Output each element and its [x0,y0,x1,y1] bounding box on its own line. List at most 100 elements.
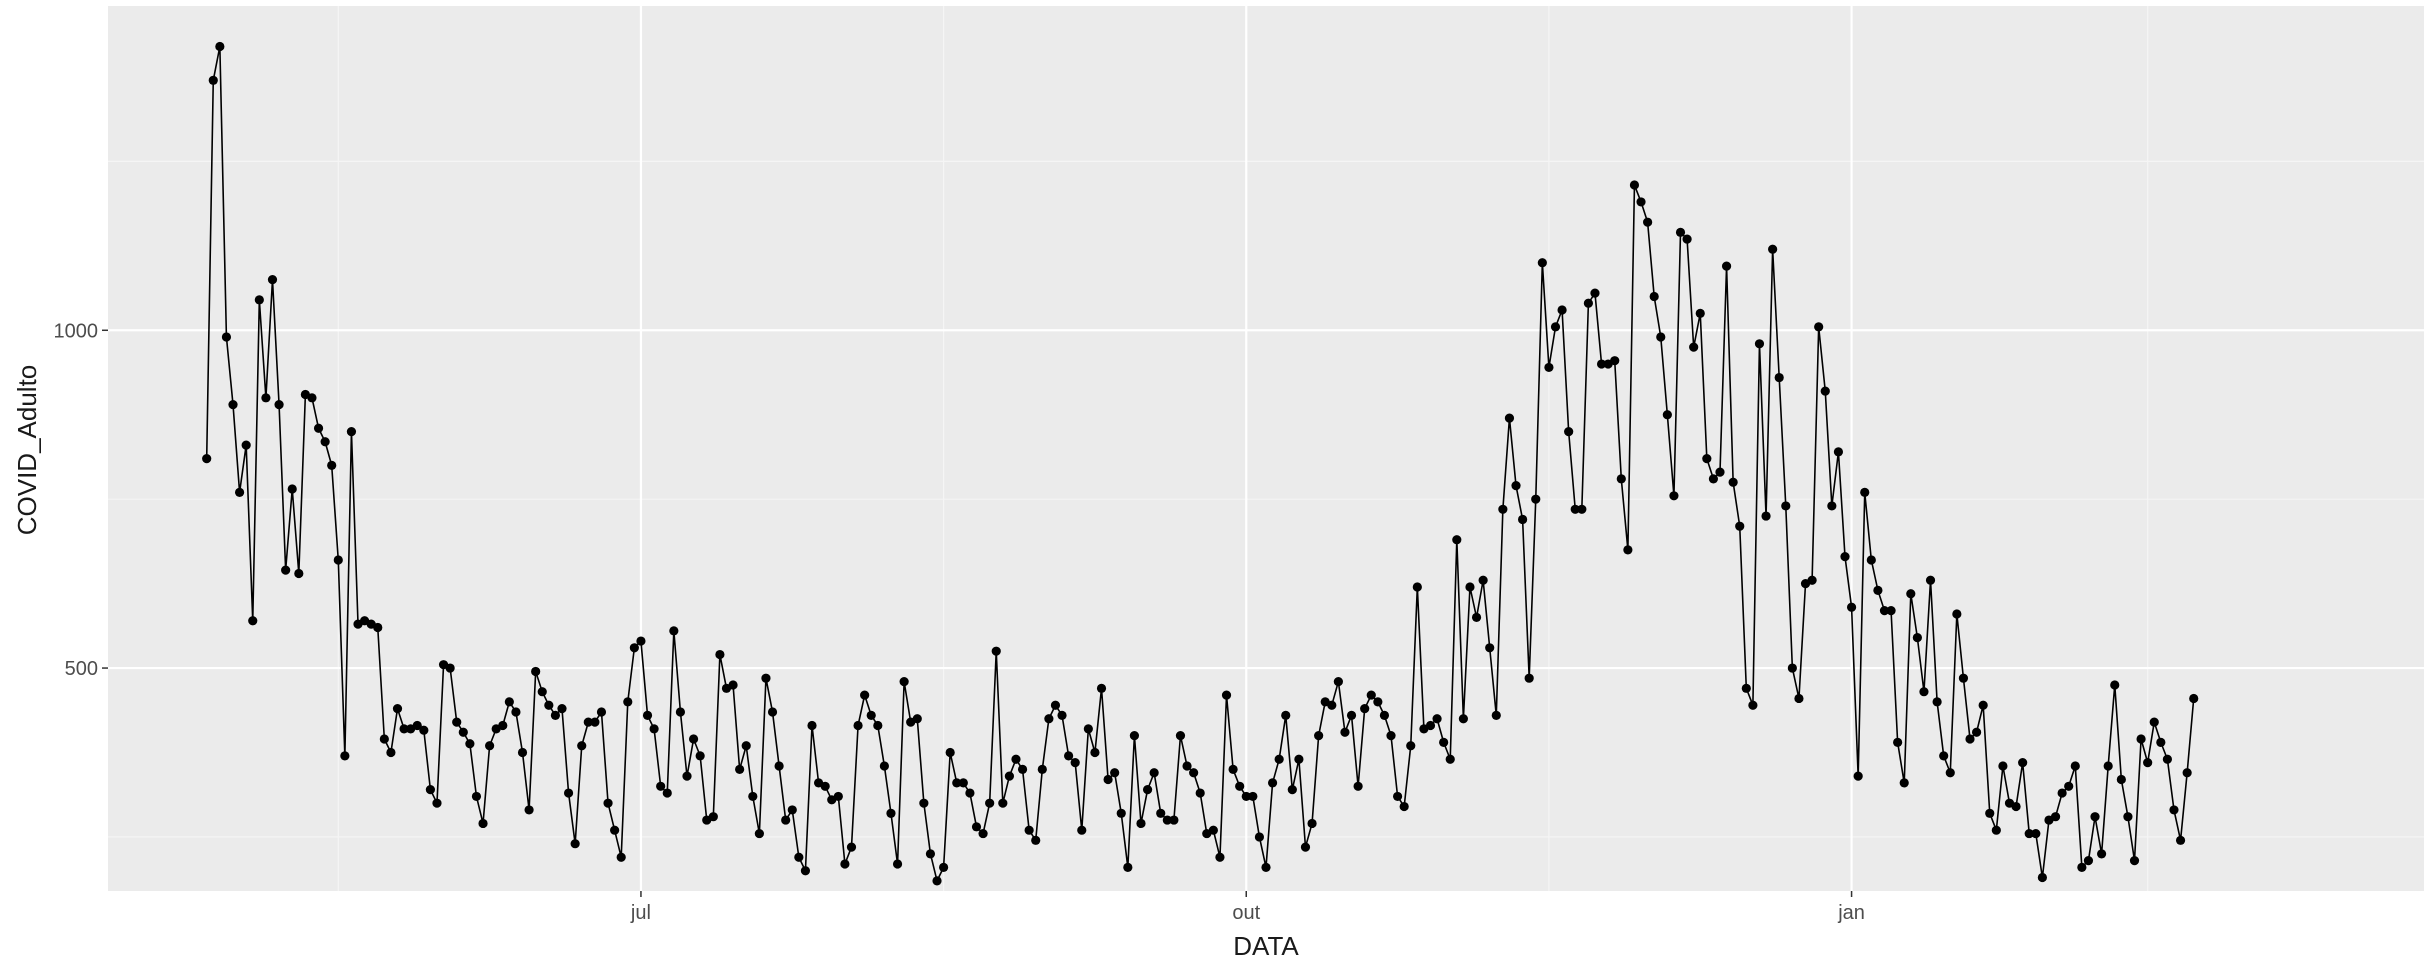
data-point [636,636,646,646]
data-point [2083,856,2094,866]
data-point [1768,244,1778,254]
data-point [1004,771,1015,781]
data-point [2182,768,2192,778]
data-point [610,825,620,835]
data-point [1623,545,1633,555]
data-point [267,275,278,285]
data-point [1215,852,1225,862]
data-point [412,720,422,731]
data-point [485,741,495,751]
data-point [669,626,679,636]
data-point [945,747,955,758]
data-point [1037,764,1047,775]
data-point [1235,781,1245,791]
data-point [958,778,968,788]
data-point [1531,494,1541,504]
data-point [2143,758,2153,768]
data-point [971,822,982,832]
data-point [879,761,889,771]
data-point [1814,322,1824,332]
data-point [1024,825,1034,835]
data-point [1281,710,1291,720]
data-point [2064,781,2074,791]
data-point [1583,298,1593,308]
data-point [708,812,718,822]
data-point [1662,410,1672,420]
data-point [1300,842,1311,852]
data-point [1452,535,1462,545]
data-point [675,707,686,717]
data-point [2129,856,2140,866]
data-point [939,862,949,872]
data-point [254,295,264,305]
data-point [1879,606,1890,616]
data-point [248,616,258,626]
data-point [1965,734,1975,744]
data-point [629,643,639,653]
data-point [1031,835,1041,845]
data-point [1254,832,1265,842]
data-point [1807,575,1817,585]
data-point [1590,288,1600,298]
data-point [1011,754,1021,764]
data-point [1728,477,1738,487]
data-point [1261,862,1271,872]
data-point [307,393,317,403]
data-point [563,788,574,798]
y-tick-label: 1000 [54,320,99,342]
data-point [991,646,1001,656]
data-point [333,555,343,565]
data-point [392,704,403,714]
data-point [419,725,429,735]
data-point [346,427,357,437]
data-point [1353,781,1363,791]
data-point [1116,808,1126,818]
data-point [2116,774,2126,785]
data-point [1425,720,1436,731]
data-point [1077,825,1087,835]
data-point [2050,812,2061,822]
data-point [1478,575,1488,585]
data-point [2031,828,2041,839]
data-point [1498,504,1508,514]
data-point [471,791,482,802]
data-point [1669,491,1679,501]
series-points-group [202,41,2199,886]
data-point [1346,710,1357,720]
data-point [281,565,291,575]
data-point [1340,727,1350,737]
data-point [1136,818,1146,829]
data-point [1846,602,1857,612]
data-point [294,568,304,579]
data-point [1241,791,1251,802]
data-point [1491,710,1501,720]
data-point [1287,785,1297,795]
data-point [1649,291,1659,302]
plot-panel [108,6,2424,891]
data-point [662,788,672,798]
data-point [846,842,857,852]
y-axis-title: COVID_Adulto [12,365,42,536]
data-point [1103,774,1113,785]
data-point [465,739,475,749]
data-point [1070,758,1080,768]
x-tick-label: out [1232,902,1260,924]
data-point [1629,180,1640,190]
data-point [583,717,593,727]
data-point [1570,504,1580,514]
data-point [340,751,350,761]
data-point [1195,788,1205,798]
data-point [1189,768,1199,778]
data-point [978,828,988,839]
data-point [1307,818,1317,829]
data-point [1840,551,1850,562]
data-point [1544,362,1554,373]
data-point [1445,754,1455,764]
data-point [511,707,521,717]
y-tick-label: 500 [65,658,98,680]
data-point [1932,697,1942,707]
data-point [1945,768,1955,778]
data-point [208,75,218,85]
data-point [1333,676,1343,687]
data-point [807,720,817,731]
